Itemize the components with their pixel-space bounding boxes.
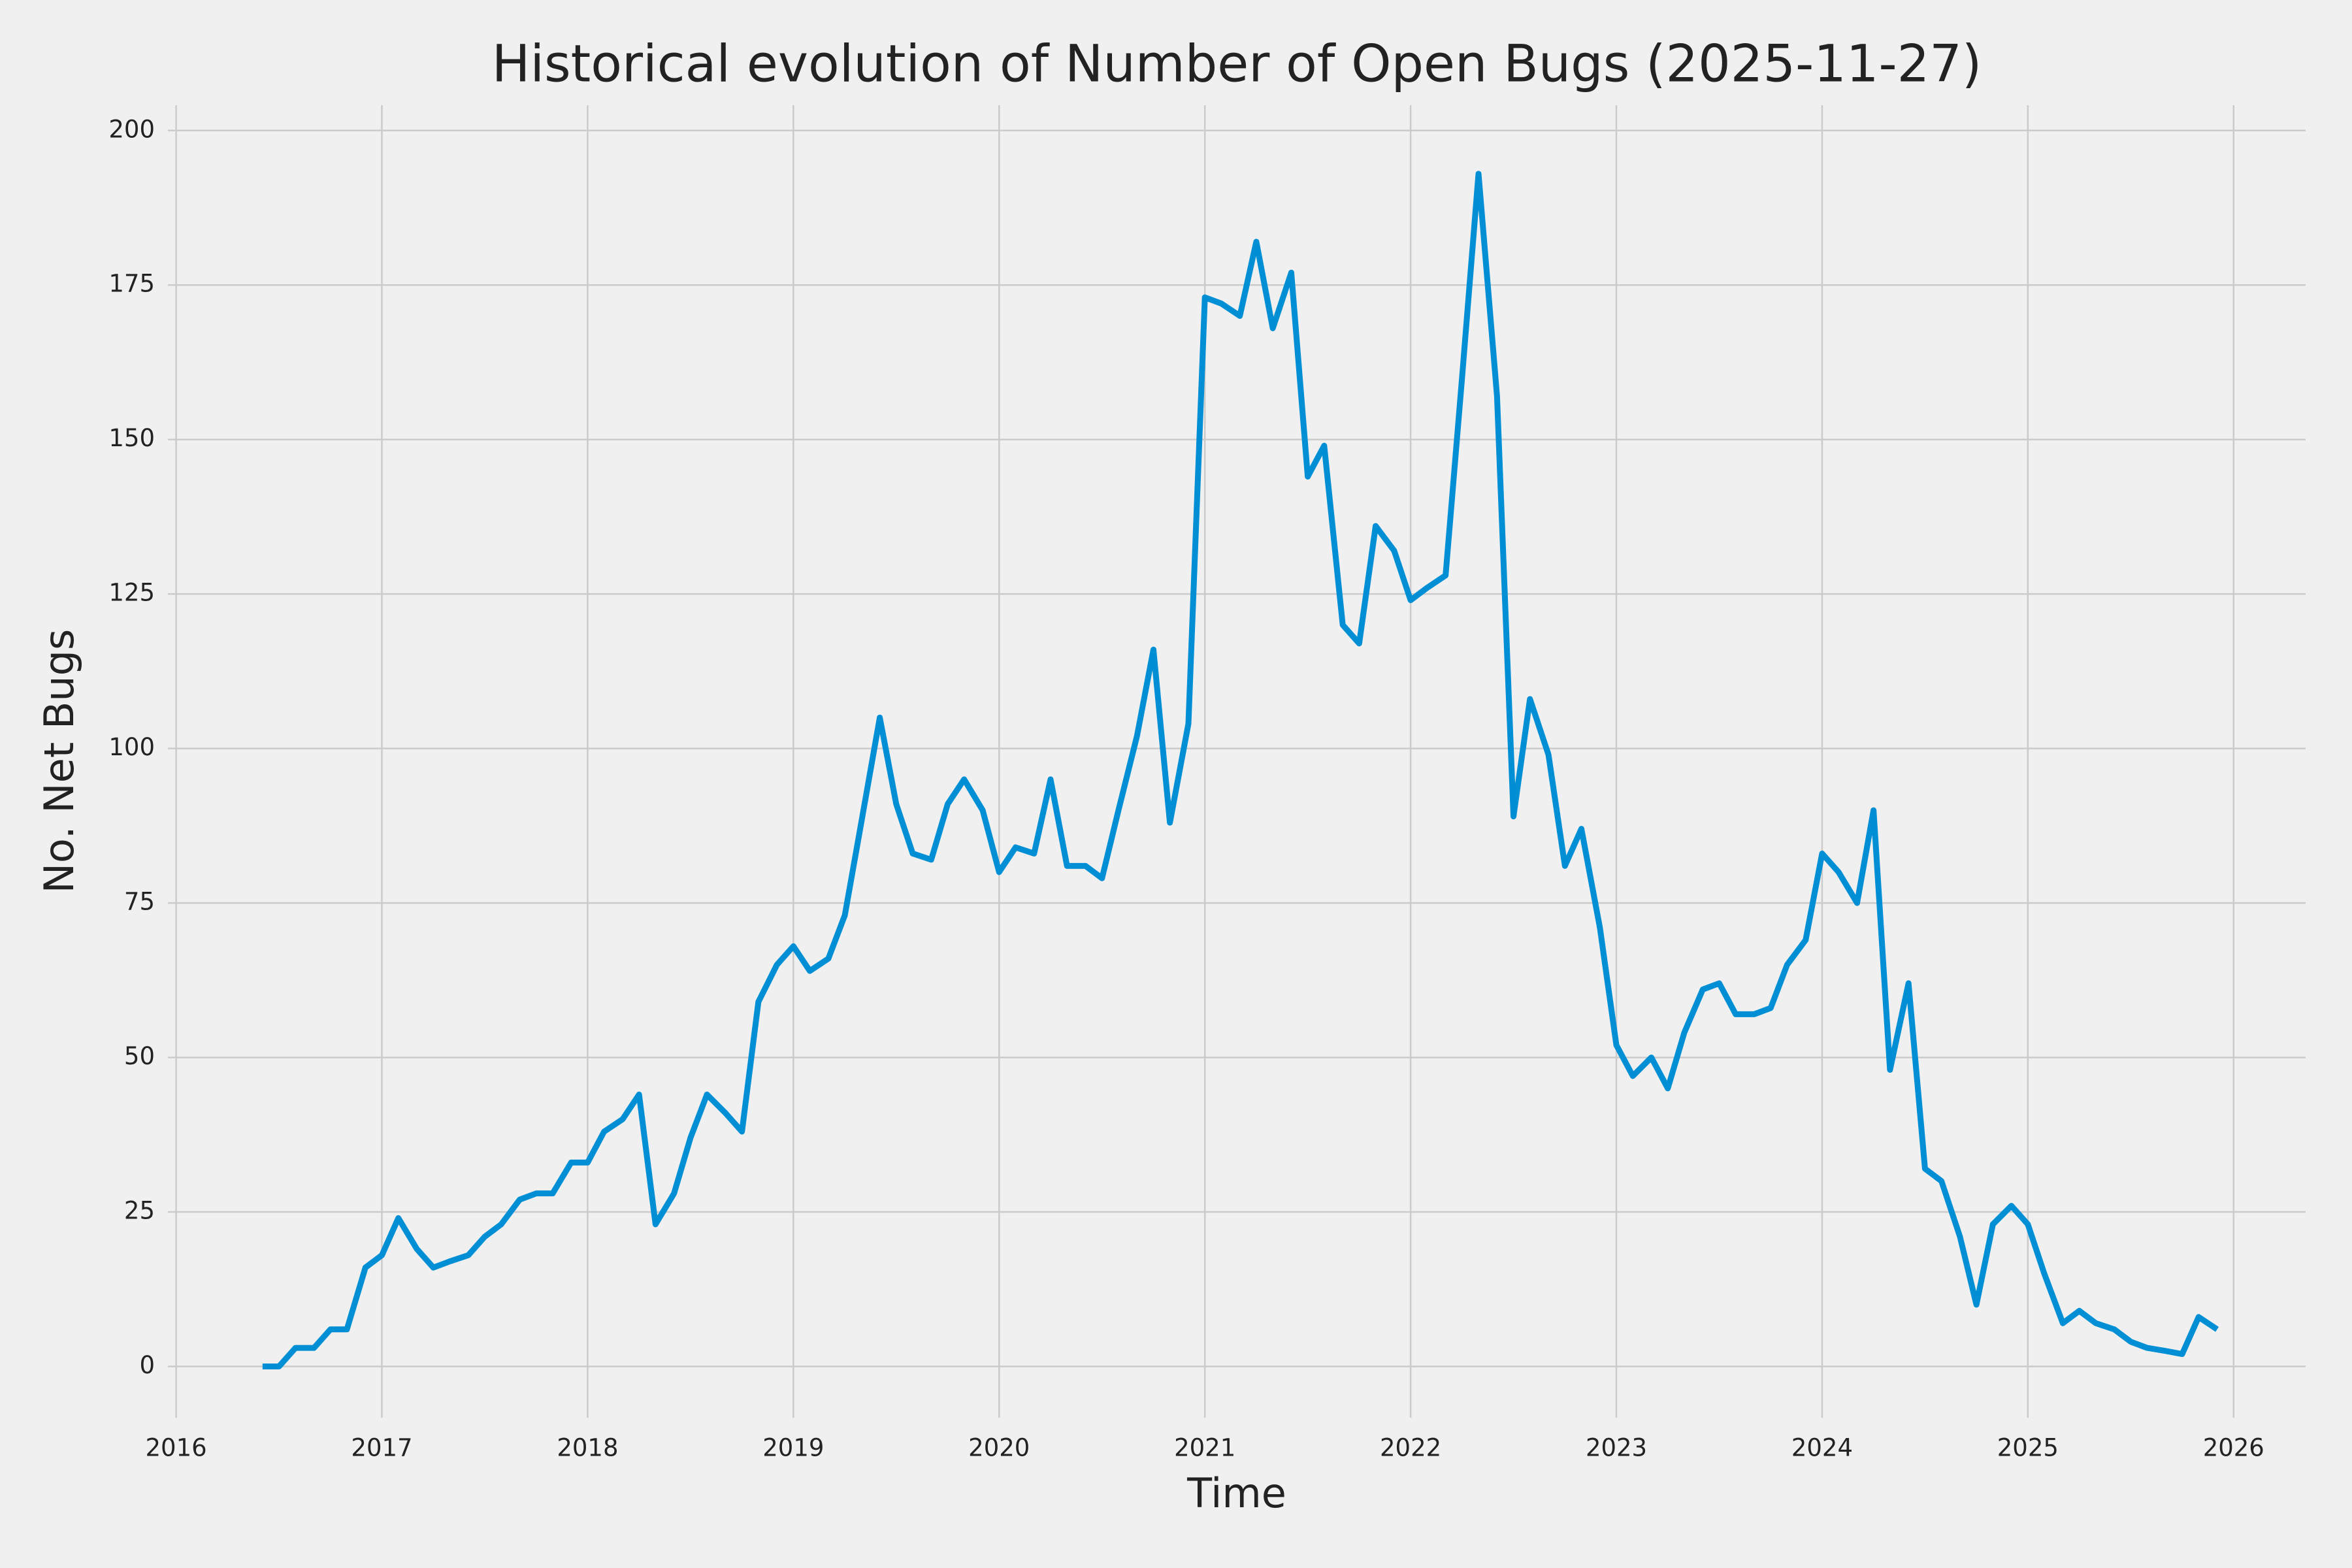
y-tick-label: 75 xyxy=(124,888,155,916)
x-tick-label: 2024 xyxy=(1791,1434,1853,1462)
chart-title: Historical evolution of Number of Open B… xyxy=(492,35,1982,93)
data-line xyxy=(262,171,2219,1369)
y-axis-label: No. Net Bugs xyxy=(35,629,83,894)
x-tick-label: 2021 xyxy=(1174,1434,1235,1462)
y-tick-label: 0 xyxy=(139,1351,155,1379)
y-tick-label: 25 xyxy=(124,1197,155,1225)
x-tick-label: 2023 xyxy=(1586,1434,1647,1462)
x-tick-label: 2025 xyxy=(1997,1434,2059,1462)
x-tick-label: 2022 xyxy=(1380,1434,1441,1462)
x-tick-label: 2018 xyxy=(557,1434,618,1462)
x-axis-label: Time xyxy=(1186,1469,1286,1517)
y-tick-label: 50 xyxy=(124,1042,155,1070)
y-tick-label: 200 xyxy=(108,115,155,143)
y-tick-label: 100 xyxy=(108,733,155,761)
x-tick-label: 2026 xyxy=(2203,1434,2264,1462)
x-tick-label: 2020 xyxy=(968,1434,1030,1462)
y-tick-label: 175 xyxy=(108,270,155,298)
x-tick-label: 2017 xyxy=(351,1434,412,1462)
y-tick-label: 150 xyxy=(108,424,155,452)
x-tick-label: 2019 xyxy=(762,1434,824,1462)
y-tick-label: 125 xyxy=(108,579,155,607)
x-tick-label: 2016 xyxy=(146,1434,207,1462)
